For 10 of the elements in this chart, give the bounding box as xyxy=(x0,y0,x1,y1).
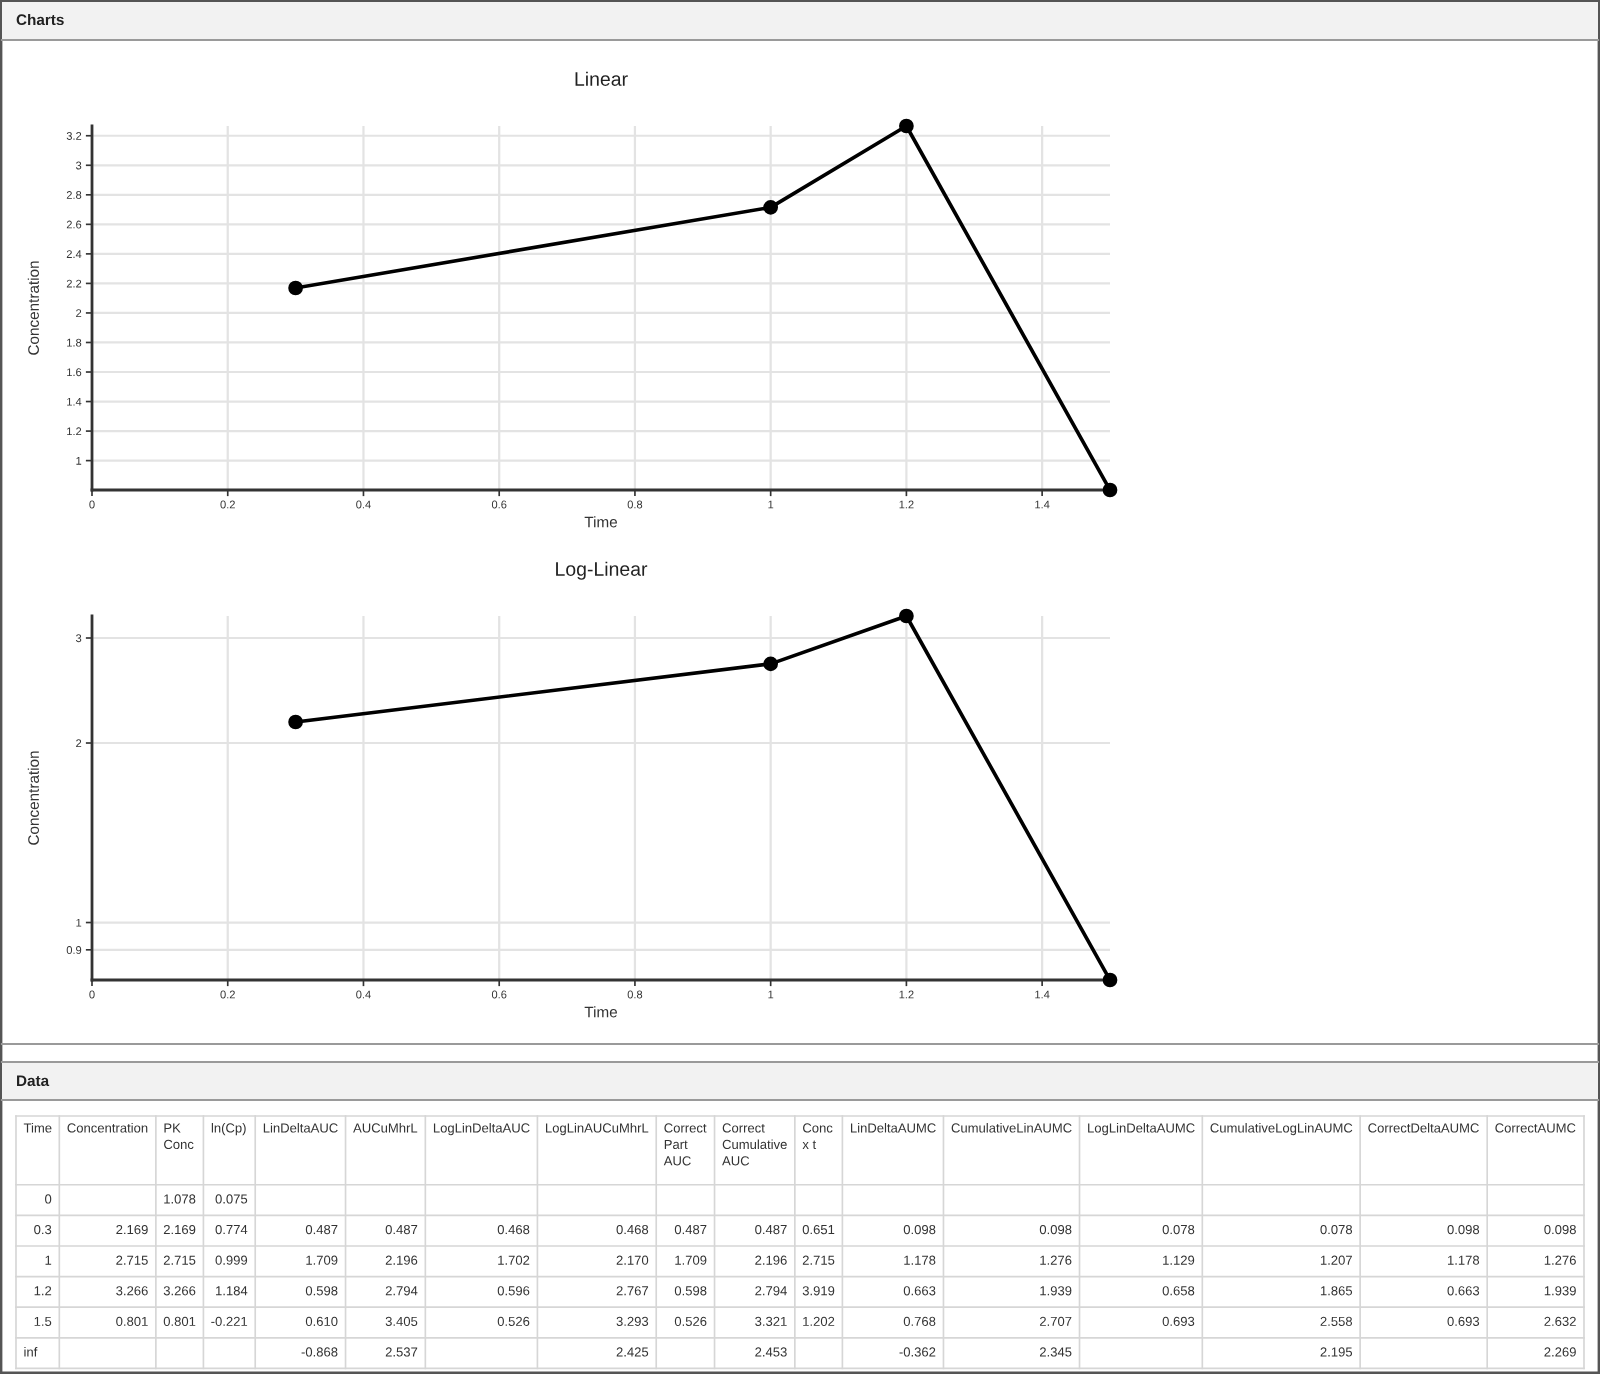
point xyxy=(288,714,303,730)
point xyxy=(899,118,914,134)
point xyxy=(899,608,914,624)
chart-title: Linear xyxy=(575,71,628,86)
point xyxy=(1102,972,1118,988)
point xyxy=(288,280,303,296)
point xyxy=(1102,482,1118,498)
point xyxy=(763,656,779,672)
chart-title: Log-Linear xyxy=(556,561,648,580)
point xyxy=(763,200,779,215)
